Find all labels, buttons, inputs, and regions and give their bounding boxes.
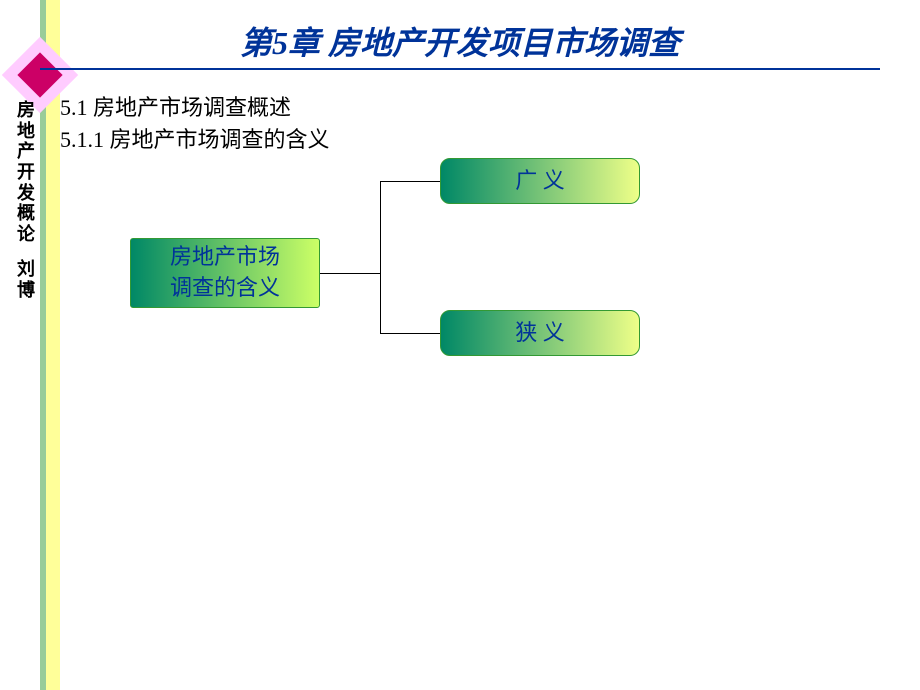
node-child-2-label: 狭 义 [515, 318, 565, 349]
node-root: 房地产市场 调查的含义 [130, 238, 320, 308]
node-child-1-label: 广 义 [515, 166, 565, 197]
title-underline [40, 68, 880, 70]
node-child-2: 狭 义 [440, 310, 640, 356]
node-child-1: 广 义 [440, 158, 640, 204]
connector-vertical [380, 181, 381, 333]
connector-branch-1 [380, 181, 440, 182]
node-root-line1: 房地产市场 [170, 242, 280, 273]
vlabel-gap [15, 245, 37, 259]
vlabel-part1: 房地产开发概论 [15, 100, 37, 245]
page-title: 第5章 房地产开发项目市场调查 [0, 18, 920, 64]
sidebar-vertical-label: 房地产开发概论 刘博 [15, 100, 37, 300]
node-root-line2: 调查的含义 [170, 273, 280, 304]
section-5-1: 5.1 房地产市场调查概述 [60, 90, 291, 122]
section-5-1-1: 5.1.1 房地产市场调查的含义 [60, 122, 330, 154]
vlabel-part2: 刘博 [15, 259, 37, 300]
connector-branch-2 [380, 333, 440, 334]
connector-trunk [320, 273, 380, 274]
